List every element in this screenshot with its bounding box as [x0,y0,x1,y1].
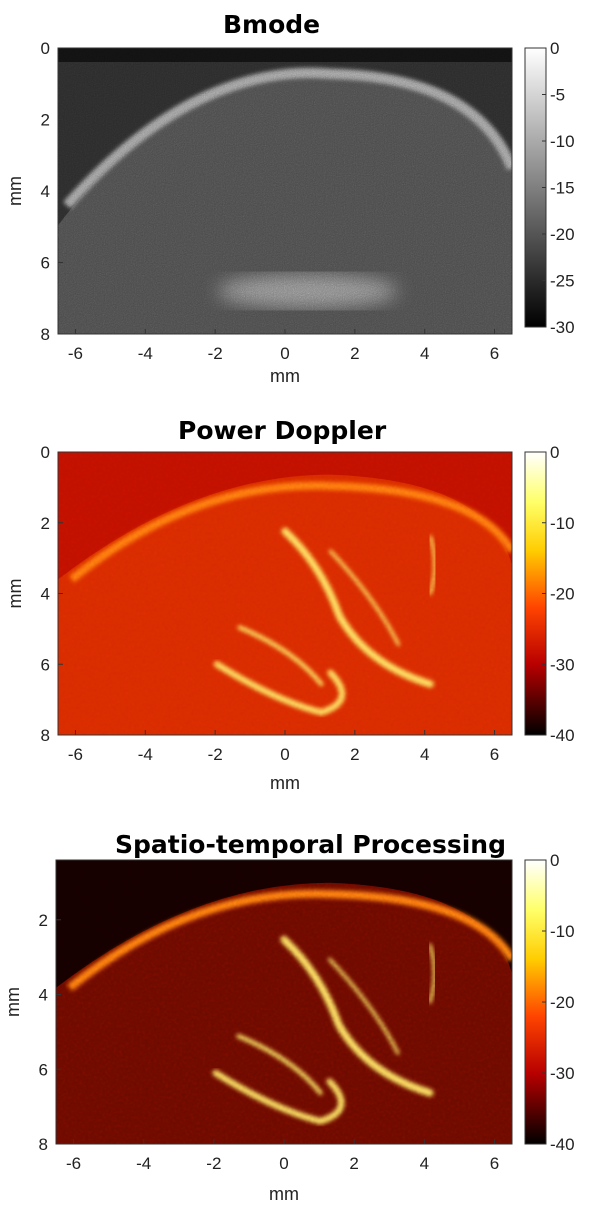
x-tick-label: -6 [68,745,83,764]
colorbar-tick-label: -15 [550,179,575,198]
heatmap-image [58,452,512,735]
bmode-panel: Bmode -6 -4 -2 0 2 4 6 0 2 4 6 8 mm mm 0 -5 -10 -15 -20 -25… [0,0,597,400]
x-axis-label: mm [270,366,300,386]
y-tick-label: 2 [41,514,50,533]
x-tick-label: 0 [279,1154,288,1173]
x-axis-label: mm [269,1184,299,1204]
spatio-temporal-panel: Spatio-temporal Processing -6 -4 -2 0 2 4 6 2 4 6… [0,808,597,1212]
x-tick-label: 4 [420,745,429,764]
y-tick-label: 6 [39,1060,48,1079]
y-tick-label: 8 [41,726,50,745]
x-tick-label: -4 [138,344,153,363]
colorbar-tick-label: -40 [550,1135,575,1154]
heatmap-image [58,48,512,334]
x-tick-label: 4 [420,344,429,363]
x-tick-label: 6 [490,344,499,363]
power-doppler-panel: Power Doppler -6 -4 -2 0 2 4 6 0 2 4 6 8 mm mm 0 -10 -20… [0,404,597,808]
x-tick-label: 4 [420,1154,429,1173]
y-tick-label: 0 [41,39,50,58]
colorbar-tick-label: -30 [550,1064,575,1083]
y-axis-label: mm [5,176,25,206]
colorbar-tick-label: 0 [550,39,559,58]
x-tick-label: 2 [349,1154,358,1173]
x-tick-label: -2 [208,745,223,764]
colorbar-tick-label: -20 [550,993,575,1012]
colorbar-tick-label: 0 [550,443,559,462]
colorbar-tick-label: -10 [550,514,575,533]
y-tick-label: 0 [41,443,50,462]
y-axis-label: mm [3,987,23,1017]
panel-title: Spatio-temporal Processing [115,830,506,859]
colorbar-tick-label: -40 [550,726,575,745]
y-tick-label: 8 [39,1135,48,1154]
colorbar-tick-label: -20 [550,585,575,604]
colorbar-tick-label: -30 [550,318,575,337]
colorbar-tick-label: -25 [550,272,575,291]
colorbar-tick-label: 0 [550,851,559,870]
y-tick-label: 8 [41,325,50,344]
y-tick-label: 4 [39,986,48,1005]
colorbar-tick-label: -5 [550,86,565,105]
x-tick-label: 2 [350,344,359,363]
x-tick-label: 6 [490,745,499,764]
y-tick-label: 2 [39,911,48,930]
x-tick-label: 0 [280,344,289,363]
x-tick-label: -4 [136,1154,151,1173]
y-tick-label: 4 [41,585,50,604]
colorbar-tick-label: -10 [550,922,575,941]
colorbar-tick-label: -20 [550,225,575,244]
y-tick-label: 6 [41,254,50,273]
colorbar-tick-label: -30 [550,655,575,674]
x-tick-label: 6 [490,1154,499,1173]
x-axis-label: mm [270,773,300,793]
y-tick-label: 6 [41,655,50,674]
colorbar-tick-label: -10 [550,132,575,151]
panel-title: Bmode [223,10,321,39]
x-tick-label: -4 [138,745,153,764]
heatmap-image [56,860,512,1144]
x-tick-label: -6 [68,344,83,363]
y-tick-label: 2 [41,111,50,130]
x-tick-label: 0 [280,745,289,764]
y-axis-label: mm [5,579,25,609]
y-tick-label: 4 [41,182,50,201]
x-tick-label: -2 [208,344,223,363]
x-tick-label: -2 [206,1154,221,1173]
x-tick-label: -6 [66,1154,81,1173]
panel-title: Power Doppler [178,416,387,445]
x-tick-label: 2 [350,745,359,764]
